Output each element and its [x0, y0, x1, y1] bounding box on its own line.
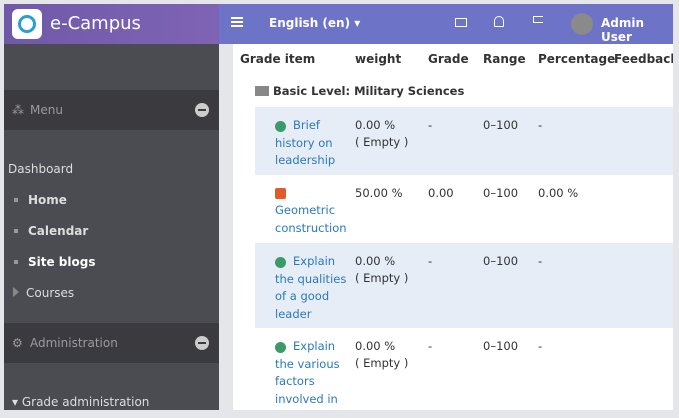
language[interactable]: English (en) — [269, 16, 351, 30]
category-row: Basic Level: Military Sciences — [255, 74, 673, 106]
item-icon — [275, 121, 286, 132]
grade: 0.00 — [428, 186, 454, 200]
percentage: - — [538, 118, 543, 132]
grade-admin-label[interactable]: Grade administration — [21, 395, 150, 409]
range: 0–100 — [483, 118, 519, 132]
item-icon — [275, 257, 286, 268]
weight: 0.00 % — [355, 118, 396, 132]
menu-block[interactable]: ⁂ Menu — [4, 90, 219, 130]
nav-link[interactable]: Calendar — [28, 224, 89, 238]
avatar[interactable] — [571, 13, 593, 35]
nav-bullet — [14, 198, 18, 202]
weight: 0.00 % — [355, 339, 396, 353]
navbar: English (en) ▾ Admin User — [219, 4, 673, 44]
sidebar: ⁂ Menu Dashboard Home Calendar Site blogs Co… — [4, 44, 219, 410]
grade-row: Brief history on leadership 0.00 % ( Empty… — [255, 107, 673, 175]
item-name[interactable]: Explain the qualities of a good leader — [275, 254, 347, 321]
admin-heading[interactable]: Administration — [30, 336, 118, 350]
range: 0–100 — [483, 339, 519, 353]
percentage: - — [538, 339, 543, 353]
logo[interactable] — [12, 9, 42, 39]
nav-bullet — [14, 260, 18, 264]
item-icon — [275, 342, 286, 353]
notifications-icon[interactable] — [494, 16, 504, 27]
column-header: Grade item — [240, 52, 316, 66]
menu-toggle[interactable] — [231, 17, 243, 27]
grade-row: Geometric construction 50.00 % 0.00 0–100 0.… — [255, 175, 673, 243]
grade-row: Explain the various factors involved in 0… — [255, 328, 673, 410]
weight-note: ( Empty ) — [355, 135, 409, 149]
grade: - — [428, 118, 433, 132]
menu-heading[interactable]: Menu — [30, 103, 63, 117]
language-menu[interactable]: English (en) ▾ — [269, 16, 361, 30]
flag-icon[interactable] — [533, 16, 543, 23]
grade: - — [428, 339, 433, 353]
column-header: Feedback — [614, 52, 673, 66]
column-header: Percentage — [538, 52, 616, 66]
nav-bullet — [13, 287, 19, 297]
range: 0–100 — [483, 186, 519, 200]
brand-bar: e-Campus — [4, 4, 219, 44]
weight: 0.00 % — [355, 254, 396, 268]
category-name: Basic Level: Military Sciences — [273, 84, 465, 98]
percentage: - — [538, 254, 543, 268]
folder-icon — [255, 86, 269, 96]
column-header: Range — [483, 52, 526, 66]
column-header: weight — [355, 52, 402, 66]
item-icon — [275, 188, 286, 199]
grade: - — [428, 254, 433, 268]
weight: 50.00 % — [355, 186, 403, 200]
item-name[interactable]: Geometric construction — [275, 203, 347, 235]
user-name[interactable]: Admin User — [601, 16, 645, 44]
percentage: 0.00 % — [538, 186, 579, 200]
nav-bullet — [14, 229, 18, 233]
brand-name[interactable]: e-Campus — [50, 13, 141, 34]
nav-link[interactable]: Courses — [26, 286, 75, 300]
weight-note: ( Empty ) — [355, 271, 409, 285]
column-header: Grade — [428, 52, 469, 66]
nav-link[interactable]: Site blogs — [28, 255, 96, 269]
messages-icon[interactable] — [455, 18, 467, 27]
item-name[interactable]: Explain the various factors involved in — [275, 339, 340, 406]
item-name[interactable]: Brief history on leadership — [275, 118, 336, 167]
grade-row: Explain the qualities of a good leader 0.… — [255, 243, 673, 328]
dashboard-link[interactable]: Dashboard — [8, 162, 74, 176]
admin-block[interactable]: ⚙ Administration — [4, 323, 219, 363]
nav-link[interactable]: Home — [28, 193, 67, 207]
grade-table: Grade item weight Grade Range Percentage Feed… — [233, 44, 673, 410]
range: 0–100 — [483, 254, 519, 268]
weight-note: ( Empty ) — [355, 356, 409, 370]
grade-admin[interactable]: ▾ Grade administration — [12, 395, 150, 409]
